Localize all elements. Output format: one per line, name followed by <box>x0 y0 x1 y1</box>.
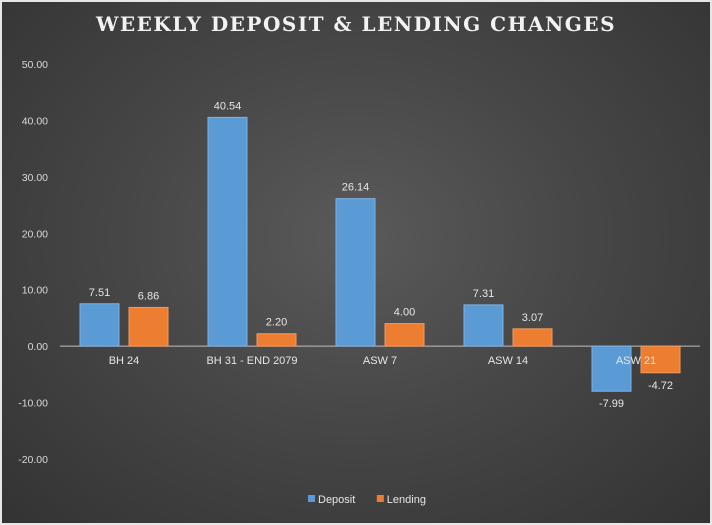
y-tick-label: -10.00 <box>18 398 48 410</box>
y-tick-label: 30.00 <box>22 172 48 184</box>
bar <box>591 345 632 392</box>
data-label: -4.72 <box>648 380 673 392</box>
bar <box>463 304 504 347</box>
legend-label: Lending <box>387 494 426 506</box>
data-label: 3.07 <box>522 312 543 324</box>
data-label: 40.54 <box>214 100 242 112</box>
bar <box>512 328 553 347</box>
y-tick-label: 20.00 <box>22 228 48 240</box>
bar <box>640 345 681 374</box>
bar <box>128 306 169 347</box>
x-tick-label: ASW 14 <box>488 355 528 367</box>
chart-title: WEEKLY DEPOSIT & LENDING CHANGES <box>95 12 617 36</box>
y-tick-label: 50.00 <box>22 59 48 71</box>
x-tick-label: BH 24 <box>109 355 140 367</box>
data-label: 7.51 <box>89 287 110 299</box>
y-tick-label: 10.00 <box>22 285 48 297</box>
bar <box>207 116 248 347</box>
bar <box>79 303 120 347</box>
bar <box>335 198 376 347</box>
data-label: 26.14 <box>342 182 370 194</box>
data-label: 2.20 <box>266 317 287 329</box>
data-label: 7.31 <box>473 288 494 300</box>
y-tick-label: -20.00 <box>18 454 48 466</box>
bar <box>256 333 297 347</box>
x-tick-label: ASW 7 <box>363 355 397 367</box>
bar <box>384 323 425 347</box>
y-tick-label: 40.00 <box>22 115 48 127</box>
y-tick-label: 0.00 <box>28 341 49 353</box>
data-label: 4.00 <box>394 307 415 319</box>
data-label: 6.86 <box>138 290 159 302</box>
legend-label: Deposit <box>318 494 355 506</box>
legend-swatch <box>308 495 315 502</box>
legend-swatch <box>376 495 384 502</box>
x-tick-label: ASW 21 <box>616 355 656 367</box>
data-label: -7.99 <box>599 398 624 410</box>
x-tick-label: BH 31 - END 2079 <box>206 355 297 367</box>
